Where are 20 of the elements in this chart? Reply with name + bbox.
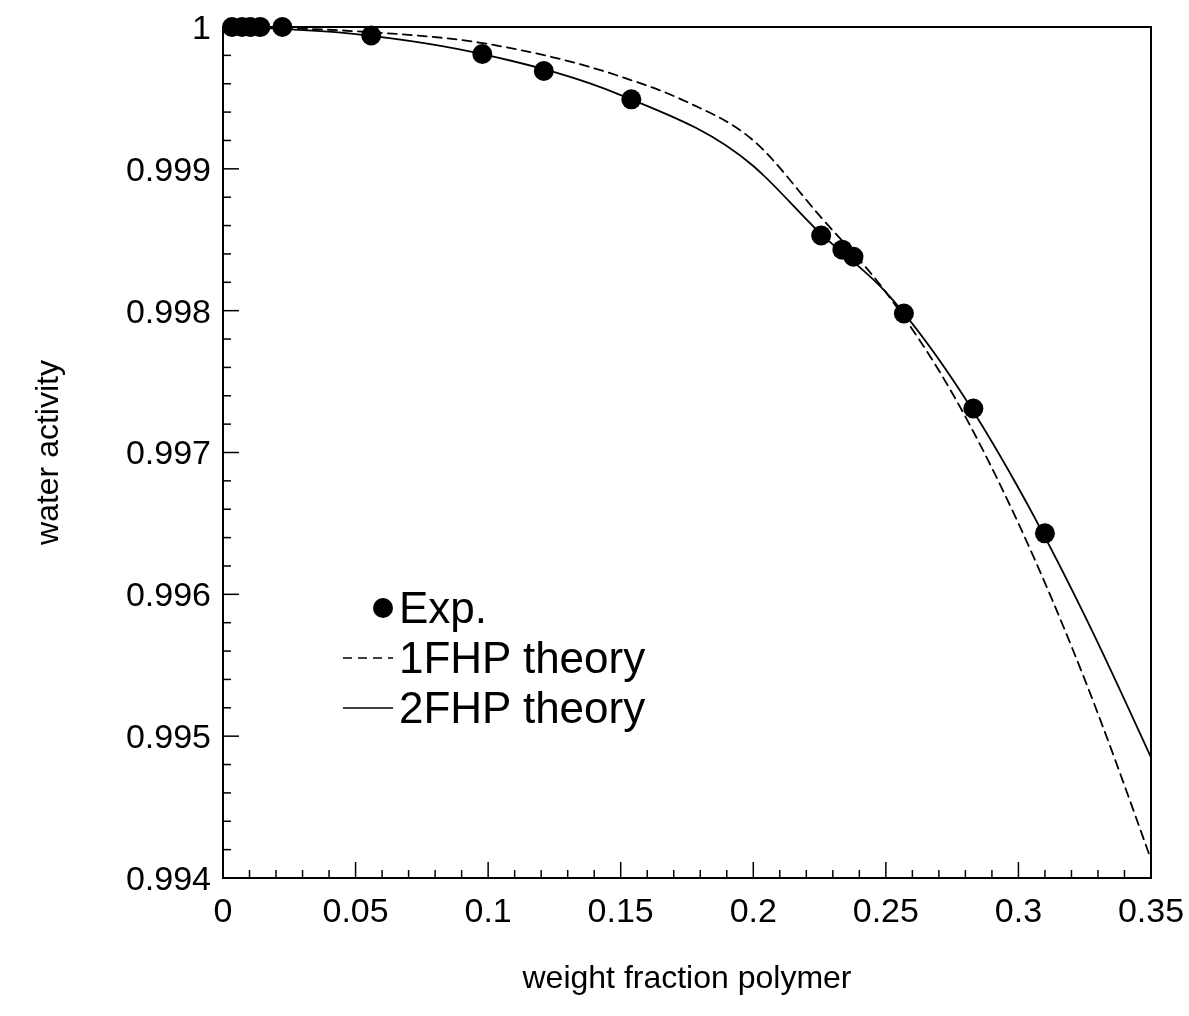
legend-label: 1FHP theory (399, 633, 646, 683)
legend-label: 2FHP theory (399, 683, 646, 733)
y-tick-label: 0.994 (125, 858, 211, 897)
y-tick-label: 0.995 (125, 717, 211, 756)
y-tick-label: 1 (192, 7, 211, 46)
x-tick-label: 0.2 (729, 891, 777, 929)
y-tick-label: 0.999 (125, 149, 211, 188)
x-axis-title: weight fraction polymer (521, 959, 852, 995)
y-tick-label: 0.997 (125, 433, 211, 472)
x-tick-label: 0.35 (1117, 891, 1185, 929)
x-tick-label: 0.25 (852, 891, 919, 929)
x-tick-label: 0 (213, 891, 233, 929)
x-tick-label: 0.05 (322, 891, 389, 929)
x-tick-label: 0.3 (994, 891, 1043, 929)
legend-label: Exp. (399, 583, 488, 633)
y-tick-label: 0.998 (125, 291, 211, 330)
x-tick-label: 0.15 (587, 891, 654, 929)
y-tick-label: 0.996 (125, 575, 211, 614)
y-axis-title: water activity (29, 360, 65, 546)
x-tick-label: 0.1 (464, 891, 512, 929)
